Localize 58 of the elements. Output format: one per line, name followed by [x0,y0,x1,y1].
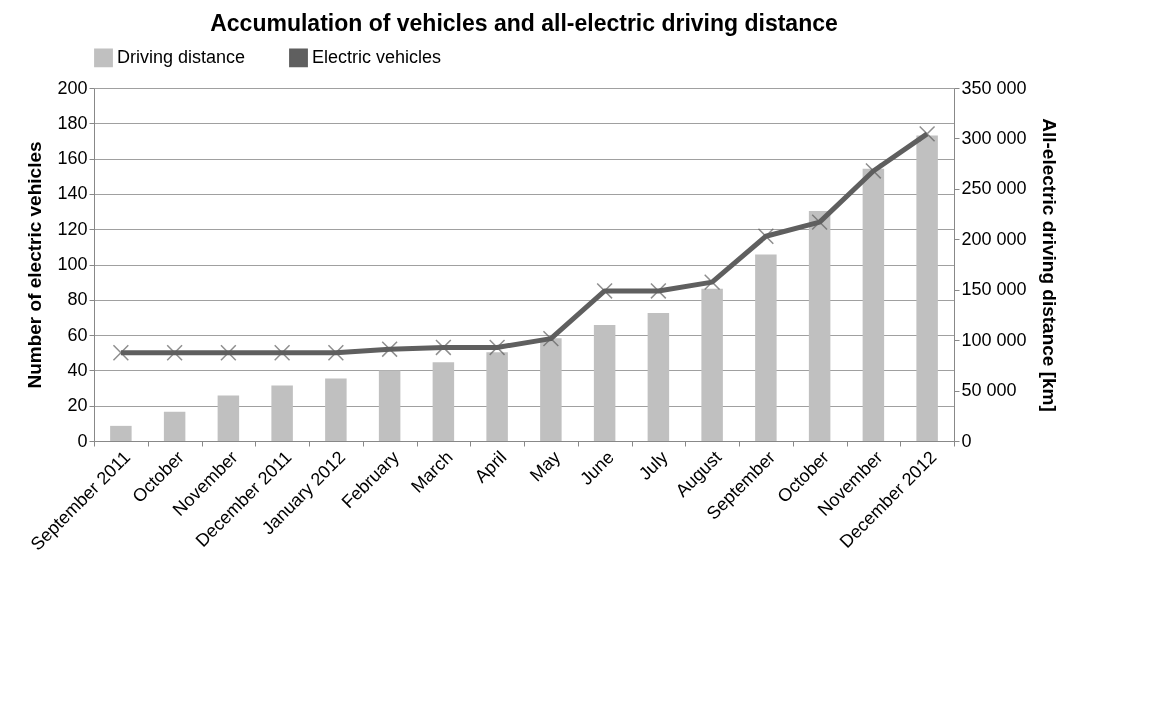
point [865,162,882,180]
bar [110,425,132,441]
y2-tick-label: 100 000 [961,329,1027,350]
y2-tick-label: 50 000 [961,380,1017,401]
y-tick-label: 200 [57,77,88,98]
y-tick-label: 60 [67,324,88,345]
bar [862,168,885,441]
bar [540,338,562,441]
y2-tick-label: 250 000 [961,178,1027,199]
bar [647,312,670,441]
y-tick-label: 100 [57,254,88,274]
bar [486,352,508,441]
bar [593,325,616,441]
bar [755,254,777,441]
bar [163,411,186,441]
y-axis-title: Number of electric vehicles [24,141,46,389]
bar [378,370,401,441]
y2-tick-label: 300 000 [961,127,1027,148]
point [166,344,183,361]
y-tick-label: 0 [77,430,88,451]
point [220,344,237,361]
point [918,125,936,143]
bar [808,211,831,441]
bar [432,362,455,441]
point [650,282,667,300]
bar [271,385,293,441]
point [327,344,345,361]
y-tick-label: 180 [57,112,88,133]
point [757,228,775,245]
y2-tick-label: 150 000 [961,279,1027,300]
y-tick-label: 160 [57,148,88,169]
point [703,273,721,291]
y-tick-label: 20 [67,395,88,416]
legend-label: Electric vehicles [312,46,442,67]
y-tick-label: 120 [57,218,88,239]
bar [217,395,240,441]
point [811,213,828,231]
point [596,282,613,300]
legend-label: Driving distance [117,46,246,67]
y2-tick-label: 350 000 [961,77,1027,98]
x-tick-label: May [525,447,565,486]
point [112,344,130,361]
point [542,330,560,347]
bar [916,135,938,441]
point [273,344,291,361]
y-tick-label: 140 [57,183,88,204]
bar [325,378,347,441]
y-tick-label: 40 [67,359,88,380]
point [381,341,398,358]
y2-axis-title: All-electric driving distance [km] [1038,118,1060,412]
y-tick-label: 80 [67,289,88,310]
y2-tick-label: 0 [961,430,972,451]
x-tick-label: July [634,447,672,484]
chart-title: Accumulation of vehicles and all-electric driving distance [210,10,838,36]
point [435,339,452,356]
bar [701,288,723,441]
point [488,339,506,356]
y2-tick-label: 200 000 [961,228,1027,249]
